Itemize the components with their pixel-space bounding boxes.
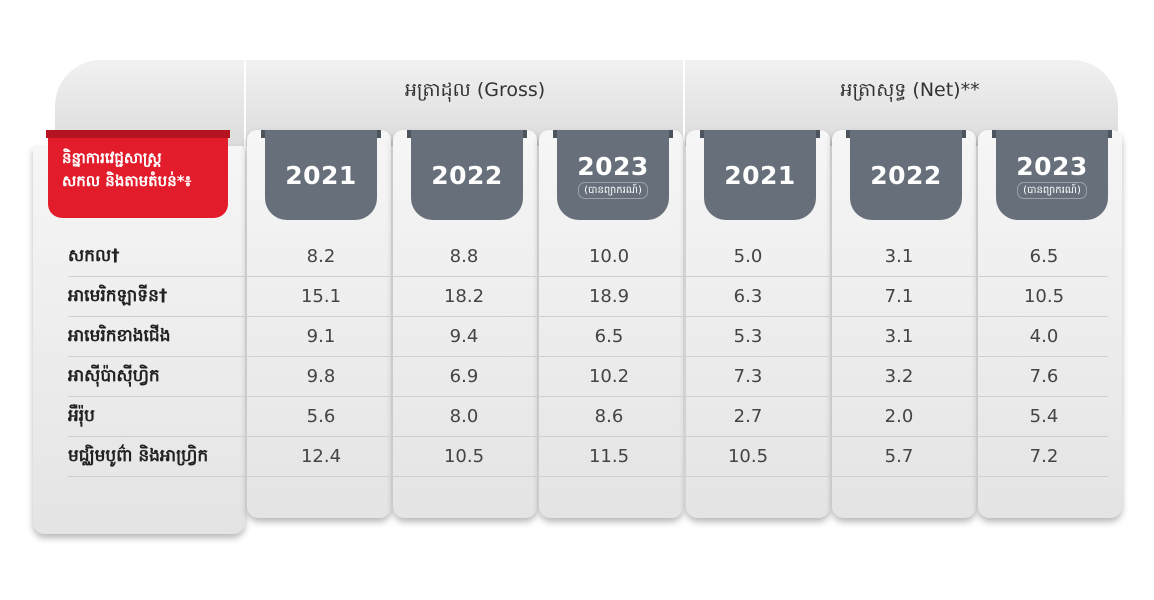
- table-row: អាមេរិកឡាទីន† 15.1 18.2 18.9 6.3 7.1 10.…: [68, 277, 1108, 317]
- year-label: 2021: [285, 160, 357, 190]
- value-cell: 10.2: [588, 366, 630, 387]
- column-card: 2022: [393, 130, 537, 518]
- value-cell: 8.2: [306, 246, 336, 267]
- value-cell: 5.3: [733, 326, 763, 347]
- value-cell: 15.1: [300, 286, 342, 307]
- value-cell: 6.5: [594, 326, 624, 347]
- row-divider: [68, 356, 1108, 357]
- value-cell: 2.0: [884, 406, 914, 427]
- value-cell: 18.2: [443, 286, 485, 307]
- column-card: 2023 (បានព្យាករណ៍): [978, 130, 1122, 518]
- region-header-notch: [46, 130, 230, 138]
- row-label: អាមេរិកឡាទីន†: [68, 286, 168, 306]
- value-cell: 6.3: [733, 286, 763, 307]
- row-label: សកល†: [68, 246, 120, 266]
- year-label: 2022: [870, 160, 942, 190]
- value-cell: 9.8: [306, 366, 336, 387]
- year-label: 2021: [724, 160, 796, 190]
- row-label: អាស៊ីប៉ាស៊ីហ្វិក: [68, 366, 160, 386]
- value-cell: 9.1: [306, 326, 336, 347]
- value-cell: 7.1: [884, 286, 914, 307]
- value-cell: 4.0: [1029, 326, 1059, 347]
- year-label: 2023: [1016, 151, 1088, 181]
- value-cell: 5.4: [1029, 406, 1059, 427]
- year-tab: 2022: [850, 130, 962, 220]
- table-row: មជ្ឈិមបូព៌ា និងអាហ្វ្រិក 12.4 10.5 11.5 …: [68, 437, 1108, 477]
- year-tab: 2023 (បានព្យាករណ៍): [996, 130, 1108, 220]
- value-cell: 5.7: [884, 446, 914, 467]
- column-card: 2021: [247, 130, 391, 518]
- year-tab: 2023 (បានព្យាករណ៍): [557, 130, 669, 220]
- value-cell: 10.5: [727, 446, 769, 467]
- value-cell: 18.9: [588, 286, 630, 307]
- value-cell: 11.5: [588, 446, 630, 467]
- value-cell: 10.5: [1023, 286, 1065, 307]
- table-row: អាស៊ីប៉ាស៊ីហ្វិក 9.8 6.9 10.2 7.3 3.2 7.…: [68, 357, 1108, 397]
- value-cell: 10.5: [443, 446, 485, 467]
- value-cell: 7.2: [1029, 446, 1059, 467]
- value-cell: 3.2: [884, 366, 914, 387]
- header-divider: [244, 60, 246, 146]
- year-tab: 2021: [265, 130, 377, 220]
- row-divider: [68, 316, 1108, 317]
- value-cell: 3.1: [884, 326, 914, 347]
- year-label: 2023: [577, 151, 649, 181]
- region-header-line1: និន្នាការវេជ្ជសាស្ត្រ: [62, 149, 162, 167]
- value-cell: 6.5: [1029, 246, 1059, 267]
- value-cell: 8.6: [594, 406, 624, 427]
- year-tab: 2022: [411, 130, 523, 220]
- table-row: សកល† 8.2 8.8 10.0 5.0 3.1 6.5: [68, 237, 1108, 277]
- table-row: អឺរ៉ុប 5.6 8.0 8.6 2.7 2.0 5.4: [68, 397, 1108, 437]
- gross-group-title: អត្រាដុល (Gross): [404, 79, 546, 101]
- net-group-title: អត្រាសុទ្ធ (Net)**: [840, 79, 980, 101]
- value-cell: 2.7: [733, 406, 763, 427]
- value-cell: 8.8: [449, 246, 479, 267]
- row-divider: [68, 276, 1108, 277]
- column-card: 2022: [832, 130, 976, 518]
- year-tab: 2021: [704, 130, 816, 220]
- value-cell: 5.0: [733, 246, 763, 267]
- column-card: 2023 (បានព្យាករណ៍): [539, 130, 683, 518]
- row-divider: [68, 396, 1108, 397]
- row-divider: [68, 436, 1108, 437]
- region-header: និន្នាការវេជ្ជសាស្ត្រ សកល និងតាមតំបន់*៖: [46, 130, 230, 218]
- value-cell: 12.4: [300, 446, 342, 467]
- row-label: អាមេរិកខាងជើង: [68, 326, 171, 346]
- year-label: 2022: [431, 160, 503, 190]
- row-label: អឺរ៉ុប: [68, 406, 95, 426]
- table-row: អាមេរិកខាងជើង 9.1 9.4 6.5 5.3 3.1 4.0: [68, 317, 1108, 357]
- region-header-line2: សកល និងតាមតំបន់*៖: [62, 172, 192, 190]
- column-card: 2021: [686, 130, 830, 518]
- estimate-note: (បានព្យាករណ៍): [578, 181, 648, 199]
- header-divider: [683, 60, 685, 146]
- value-cell: 5.6: [306, 406, 336, 427]
- value-cell: 7.3: [733, 366, 763, 387]
- value-cell: 7.6: [1029, 366, 1059, 387]
- value-cell: 6.9: [449, 366, 479, 387]
- row-label: មជ្ឈិមបូព៌ា និងអាហ្វ្រិក: [68, 446, 209, 466]
- value-cell: 10.0: [588, 246, 630, 267]
- row-divider: [68, 476, 1108, 477]
- estimate-note: (បានព្យាករណ៍): [1017, 181, 1087, 199]
- value-cell: 3.1: [884, 246, 914, 267]
- value-cell: 8.0: [449, 406, 479, 427]
- value-cell: 9.4: [449, 326, 479, 347]
